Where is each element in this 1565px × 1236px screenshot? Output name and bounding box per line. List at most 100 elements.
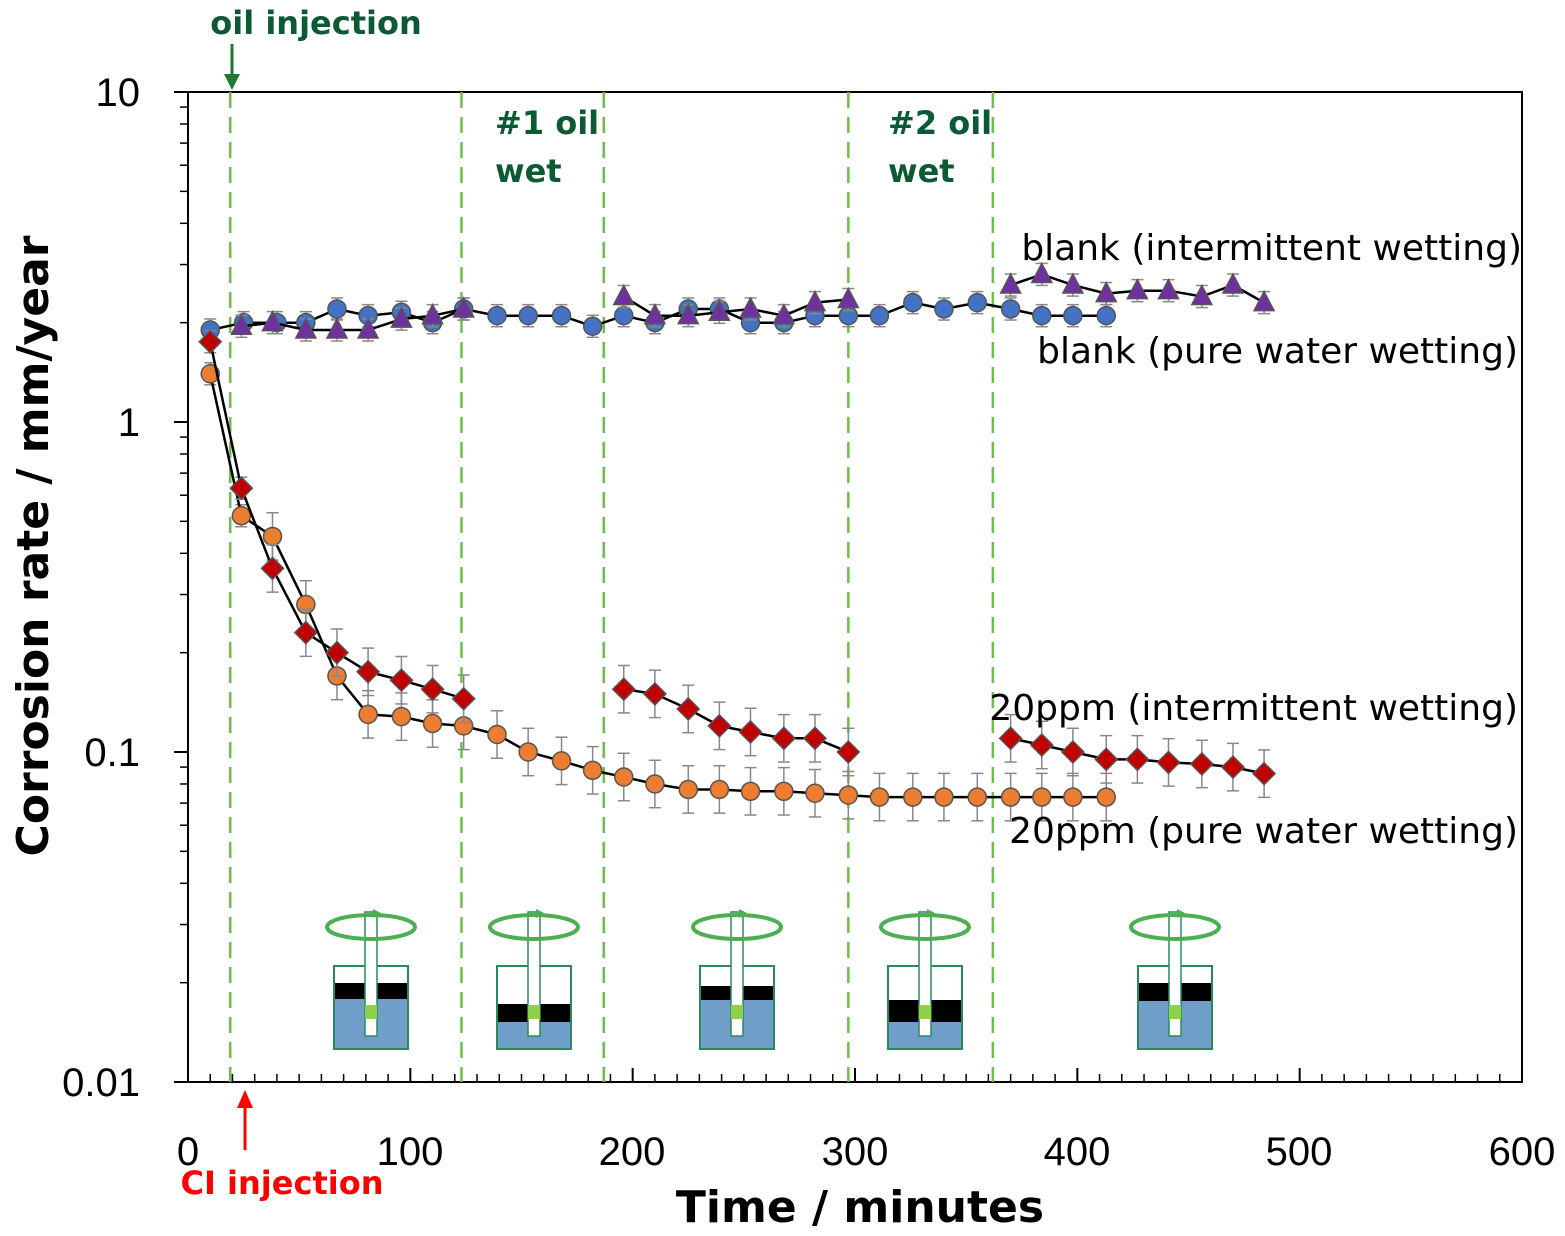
data-point (582, 760, 603, 781)
data-point (772, 303, 796, 325)
data-point (1190, 283, 1214, 306)
y-tick-label: 0.01 (62, 1061, 140, 1105)
data-point (487, 305, 507, 326)
data-point (967, 787, 988, 807)
oil-injection-arrow (224, 44, 240, 90)
data-point (1125, 747, 1150, 772)
oil-wet-1-label-line2: wet (495, 152, 562, 190)
data-point (642, 681, 667, 706)
data-point (1220, 755, 1246, 780)
data-point (739, 296, 762, 318)
data-point (612, 283, 636, 306)
data-point (262, 526, 283, 547)
series-1 (230, 261, 1276, 342)
data-point (1157, 278, 1180, 300)
data-point (1032, 787, 1052, 807)
data-point (838, 785, 859, 805)
data-point (1060, 739, 1085, 765)
data-point (1063, 787, 1083, 807)
rotating-electrode-schematic (1129, 909, 1221, 1050)
rotation-arrow (691, 913, 783, 941)
data-point (999, 272, 1022, 294)
data-point (1030, 261, 1054, 284)
y-tick-labels: 0.01 0.1 1 10 (62, 71, 140, 1105)
rotation-arrow (325, 913, 417, 941)
data-point (837, 286, 860, 309)
data-point (421, 303, 444, 325)
data-point (869, 787, 890, 807)
electrode-tip (1169, 1005, 1181, 1019)
data-point (803, 290, 827, 312)
electrode-tip (528, 1005, 540, 1019)
rotation-arrow (488, 913, 580, 941)
data-point (1252, 290, 1276, 312)
data-point (389, 668, 414, 693)
data-point (1094, 747, 1119, 772)
x-tick-label: 500 (1266, 1130, 1333, 1174)
oil-wet-2-label-line1: #2 oil (888, 104, 992, 142)
data-point (709, 779, 730, 800)
rotating-electrode-schematic (691, 909, 783, 1050)
rotation-arrow (1129, 913, 1221, 941)
data-point (518, 305, 538, 326)
data-point (1000, 787, 1021, 807)
rotation-arrow (879, 913, 971, 941)
rotating-electrode-schematic (325, 909, 417, 1050)
oil-wet-1-label-line1: #1 oil (495, 104, 599, 142)
label-20ppm-pure: 20ppm (pure water wetting) (1009, 811, 1518, 852)
rotating-electrode-schematic (488, 909, 580, 1050)
event-marker-lines (228, 92, 995, 1082)
data-series (198, 261, 1277, 822)
label-20ppm-intermittent: 20ppm (intermittent wetting) (989, 688, 1518, 729)
axis-ticks (174, 91, 1523, 1083)
series-3 (200, 361, 1116, 822)
data-point (198, 329, 223, 354)
data-point (1063, 305, 1083, 326)
x-tick-label: 300 (822, 1130, 889, 1174)
x-tick-label: 200 (599, 1130, 666, 1174)
data-point (614, 305, 634, 326)
data-point (869, 305, 890, 326)
data-point (903, 292, 923, 313)
data-point (261, 310, 284, 332)
data-point (200, 364, 220, 384)
oil-wet-2-label-line2: wet (888, 152, 955, 190)
data-point (934, 787, 954, 807)
data-point (324, 640, 350, 665)
data-point (452, 296, 475, 318)
data-point (487, 724, 507, 745)
data-point (327, 299, 347, 319)
data-point (611, 677, 636, 702)
data-point (390, 306, 413, 328)
data-point (1061, 272, 1085, 294)
data-point (293, 620, 318, 645)
data-point (420, 677, 445, 702)
data-point (1126, 278, 1149, 300)
data-point (678, 779, 698, 800)
x-axis-title: Time / minutes (676, 1182, 1044, 1233)
data-point (614, 767, 634, 787)
x-tick-labels: 0 100 200 300 400 500 600 (177, 1130, 1556, 1174)
data-point (230, 313, 253, 336)
data-point (708, 299, 731, 322)
data-point (1000, 299, 1021, 319)
electrode-tip (365, 1005, 377, 1019)
ci-injection-label: CI injection (181, 1164, 384, 1202)
data-point (1032, 305, 1052, 326)
rotation-arrowhead (373, 909, 381, 918)
data-point (294, 317, 318, 339)
x-tick-label: 600 (1489, 1130, 1556, 1174)
data-point (903, 787, 923, 807)
series-line (208, 373, 1107, 799)
rotation-arrowhead (739, 909, 747, 918)
rotation-arrowhead (1177, 909, 1185, 918)
label-blank-intermittent: blank (intermittent wetting) (1021, 228, 1522, 269)
electrode-tip (731, 1005, 743, 1019)
data-point (802, 726, 828, 751)
ci-injection-arrow (237, 1090, 253, 1150)
data-point (643, 303, 667, 325)
data-point (774, 781, 794, 802)
y-tick-label: 0.1 (84, 731, 140, 775)
data-point (1096, 787, 1116, 807)
